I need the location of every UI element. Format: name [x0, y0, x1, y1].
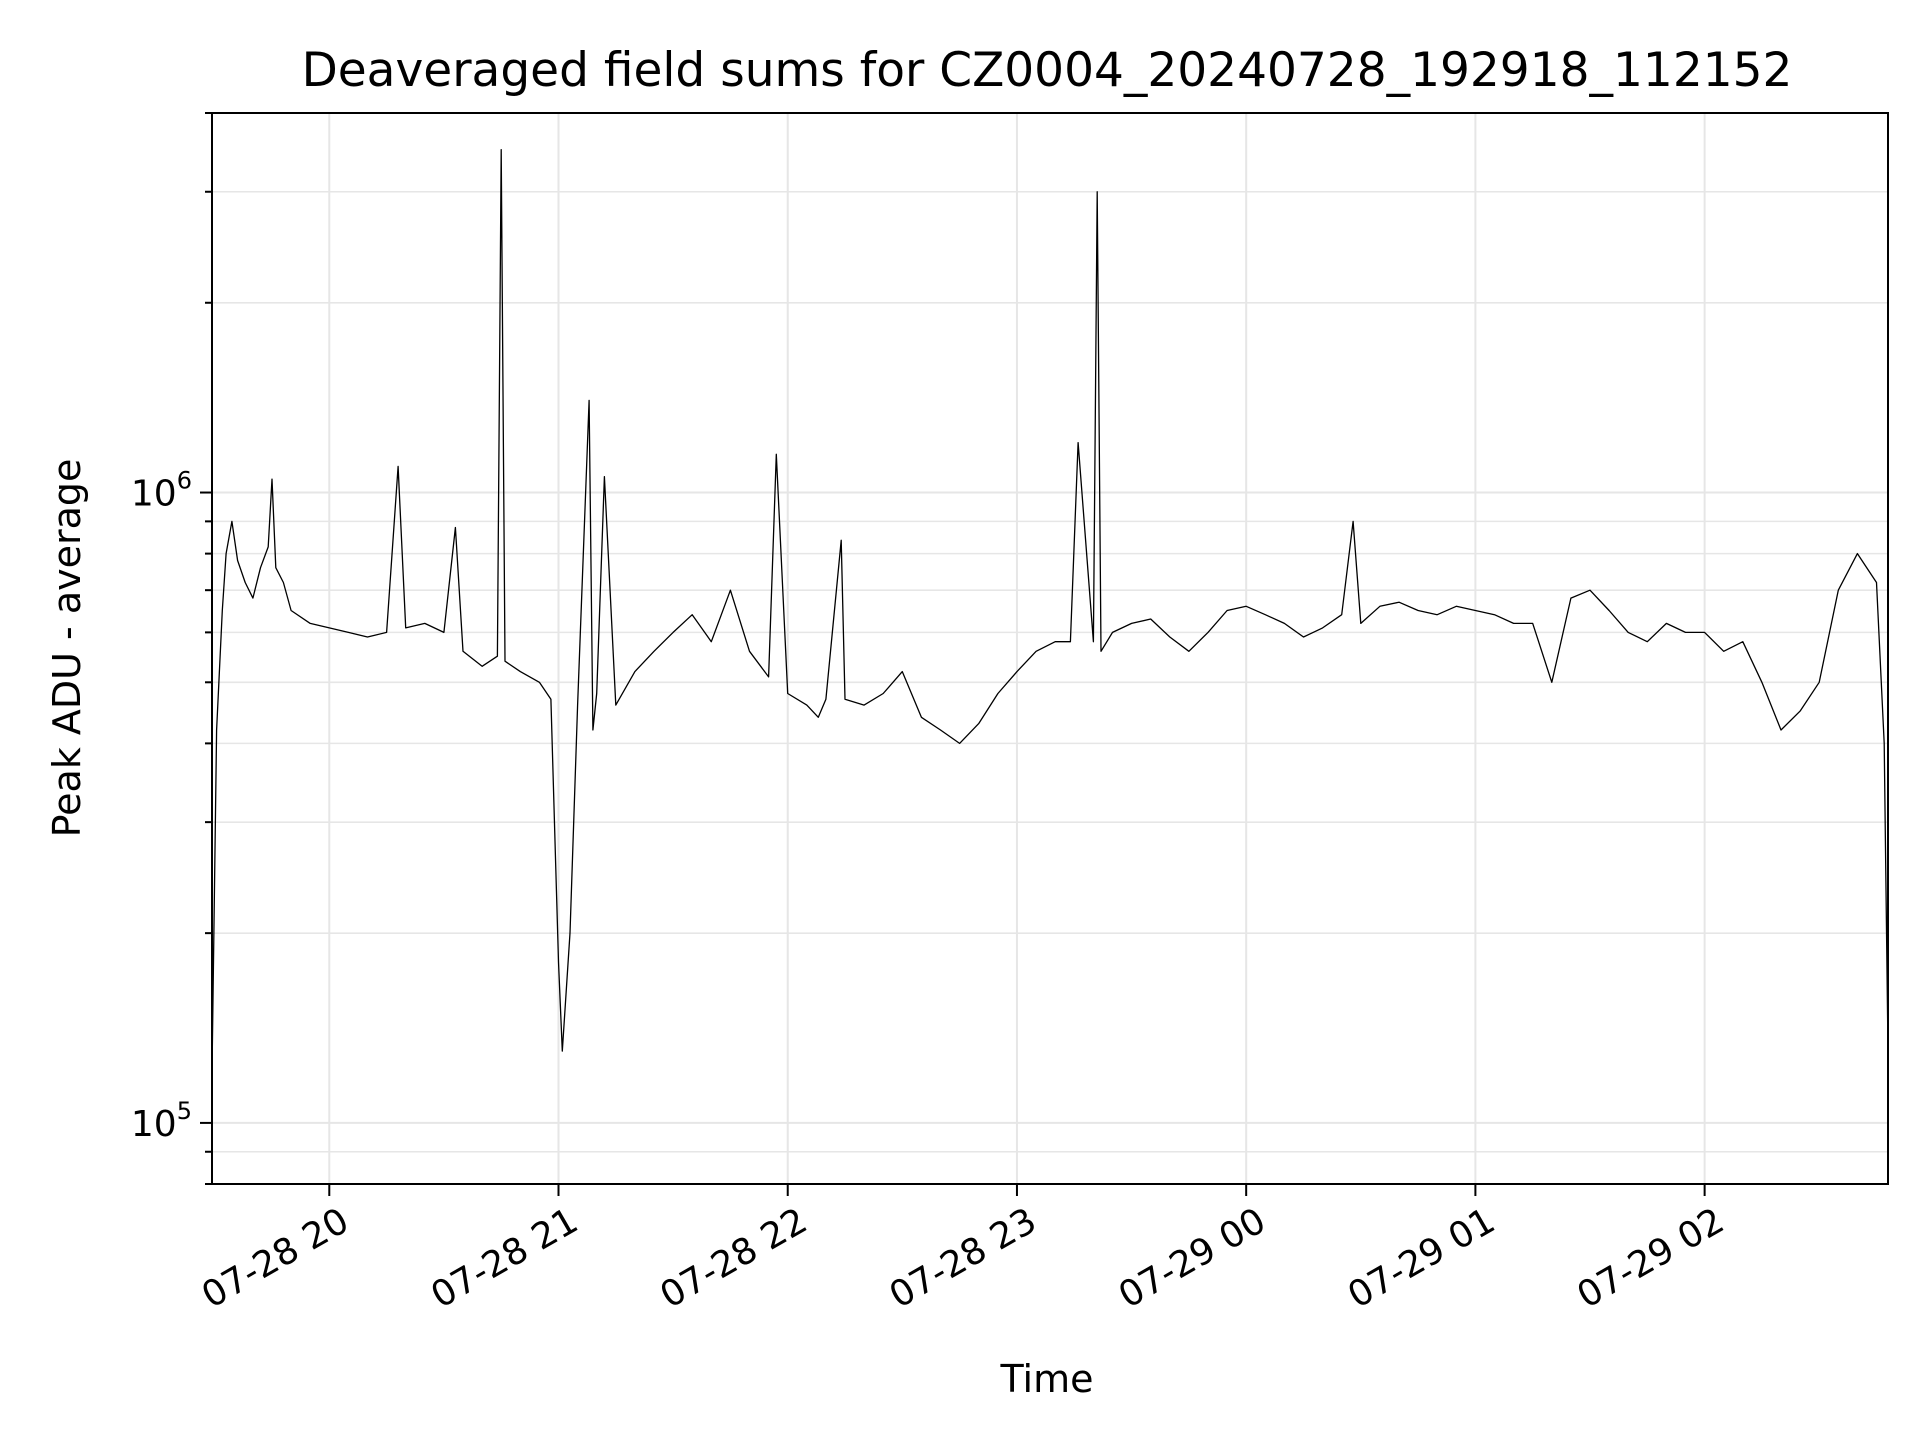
grid-lines	[212, 112, 1888, 1185]
series-line	[211, 148, 1889, 1074]
x-tick-label: 07-28 21	[424, 1200, 585, 1316]
y-tick-label: 106	[131, 467, 192, 515]
x-axis: 07-28 20 07-28 21 07-28 22 07-28 23 07-29 00…	[195, 1184, 1731, 1317]
x-tick-label: 07-28 20	[195, 1200, 356, 1316]
x-axis-label: Time	[1000, 1357, 1094, 1401]
y-tick-label: 105	[131, 1097, 192, 1145]
x-tick-label: 07-28 22	[654, 1200, 815, 1316]
x-tick-label: 07-29 01	[1341, 1200, 1502, 1316]
x-tick-label: 07-29 02	[1570, 1200, 1731, 1316]
x-tick-label: 07-28 23	[883, 1200, 1044, 1316]
x-tick-label: 07-29 00	[1112, 1200, 1273, 1316]
y-axis-label: Peak ADU - average	[45, 459, 89, 838]
chart-title: Deaveraged field sums for CZ0004_2024072…	[302, 43, 1793, 98]
plot-frame	[211, 112, 1889, 1185]
y-axis: 105 106	[131, 112, 212, 1185]
